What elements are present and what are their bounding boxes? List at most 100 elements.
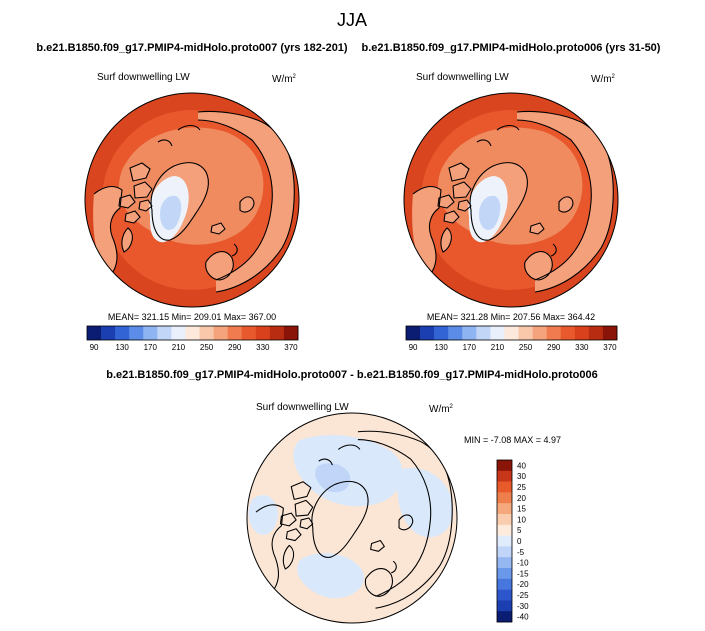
map-right-border bbox=[403, 92, 619, 308]
colorbar-tick-label: 290 bbox=[228, 343, 242, 352]
panel-right-variable: Surf downwelling LW bbox=[416, 72, 509, 83]
colorbar-tick-label: 250 bbox=[200, 343, 214, 352]
colorbar-tick-label: 90 bbox=[90, 343, 99, 352]
colorbar-diff-label: 15 bbox=[517, 505, 526, 514]
panel-right-units: W/m2 bbox=[591, 74, 616, 85]
colorbar-diff-box bbox=[497, 492, 512, 504]
colorbar-box-90 bbox=[87, 326, 102, 340]
colorbar-diff-box bbox=[497, 481, 512, 493]
colorbar-diff-box bbox=[497, 611, 512, 623]
colorbar-diff-box bbox=[497, 557, 512, 569]
colorbar-box-210 bbox=[171, 326, 186, 340]
colorbar-diff-label: -10 bbox=[517, 559, 529, 568]
colorbar-frame bbox=[405, 325, 618, 341]
colorbar-box-270 bbox=[213, 326, 228, 340]
colorbar-diff-label: 25 bbox=[517, 483, 526, 492]
colorbar-box-190 bbox=[157, 326, 172, 340]
colorbar-box-310 bbox=[241, 326, 257, 340]
colorbar-box-90 bbox=[406, 326, 421, 340]
colorbar-diff-label: 40 bbox=[517, 461, 526, 470]
map-diff bbox=[246, 412, 458, 624]
colorbar-box-270 bbox=[532, 326, 547, 340]
colorbar-diff-label: 5 bbox=[517, 526, 522, 535]
map-diff-cool-region-core bbox=[315, 463, 351, 493]
colorbar-box-350 bbox=[269, 326, 285, 340]
colorbar-diff-label: -30 bbox=[517, 602, 529, 611]
colorbar-tick-label: 290 bbox=[547, 343, 561, 352]
colorbar-diff-label: -15 bbox=[517, 569, 529, 578]
colorbar-diff-label: -25 bbox=[517, 591, 529, 600]
colorbar-box-110 bbox=[420, 326, 435, 340]
colorbar-box-130 bbox=[115, 326, 130, 340]
colorbar-diff-box bbox=[497, 546, 512, 558]
colorbar-tick-label: 370 bbox=[284, 343, 298, 352]
map-left-ice-core bbox=[160, 195, 182, 230]
map-diff-border bbox=[246, 412, 458, 624]
colorbar-diff-box bbox=[497, 600, 512, 612]
panel-left-variable: Surf downwelling LW bbox=[97, 72, 190, 83]
colorbar-tick-label: 250 bbox=[519, 343, 533, 352]
colorbar-box-190 bbox=[476, 326, 491, 340]
panel-right-case: b.e21.B1850.f09_g17.PMIP4-midHolo.proto0… bbox=[362, 42, 661, 54]
colorbar-diff-box bbox=[497, 514, 512, 526]
colorbar-diff-box bbox=[497, 503, 512, 515]
colorbar-box-150 bbox=[129, 326, 144, 340]
colorbar-diff-label: 10 bbox=[517, 515, 526, 524]
map-right bbox=[403, 92, 619, 308]
map-diff-cool-region-east bbox=[397, 467, 454, 538]
colorbar-diff-box bbox=[497, 578, 512, 590]
colorbar-diff-box bbox=[497, 535, 512, 547]
colorbar-diff-box bbox=[497, 524, 512, 536]
colorbar-diff-label: -40 bbox=[517, 613, 529, 622]
colorbar-box-150 bbox=[448, 326, 463, 340]
map-right-ice-core bbox=[479, 195, 501, 230]
map-diff-cool-region-south bbox=[297, 553, 364, 599]
colorbar-tick-label: 210 bbox=[491, 343, 505, 352]
colorbar-box-290 bbox=[546, 326, 562, 340]
colorbar-diff-label: -5 bbox=[517, 548, 525, 557]
colorbar-left: 90 130 170 210 250 290 330 370 bbox=[86, 325, 299, 352]
colorbar-diff-box bbox=[497, 589, 512, 601]
panel-left-stats: MEAN= 321.15 Min= 209.01 Max= 367.00 bbox=[108, 312, 276, 322]
colorbar-box-310 bbox=[560, 326, 576, 340]
colorbar-box-110 bbox=[101, 326, 116, 340]
colorbar-box-170 bbox=[462, 326, 477, 340]
panel-diff-case: b.e21.B1850.f09_g17.PMIP4-midHolo.proto0… bbox=[106, 369, 598, 381]
colorbar-tick-label: 330 bbox=[256, 343, 270, 352]
colorbar-diff-box bbox=[497, 460, 512, 472]
colorbar-diff-box bbox=[497, 470, 512, 482]
map-diff-cool-region-north bbox=[293, 435, 403, 507]
colorbar-box-330 bbox=[574, 326, 590, 340]
colorbar-tick-label: 130 bbox=[115, 343, 129, 352]
panel-right-stats: MEAN= 321.28 Min= 207.56 Max= 364.42 bbox=[427, 312, 595, 322]
colorbar-box-230 bbox=[504, 326, 519, 340]
colorbar-frame bbox=[86, 325, 299, 341]
colorbar-diff-label: 30 bbox=[517, 472, 526, 481]
map-left bbox=[84, 92, 300, 308]
colorbar-diff-label: 0 bbox=[517, 537, 522, 546]
colorbar-tick-label: 330 bbox=[575, 343, 589, 352]
map-left-border bbox=[84, 92, 300, 308]
colorbar-diff-frame bbox=[496, 459, 513, 623]
figure-title: JJA bbox=[337, 10, 367, 30]
colorbar-tick-label: 370 bbox=[603, 343, 617, 352]
colorbar-tick-label: 170 bbox=[463, 343, 477, 352]
colorbar-box-130 bbox=[434, 326, 449, 340]
panel-left-units: W/m2 bbox=[272, 74, 297, 85]
colorbar-diff-box bbox=[497, 568, 512, 580]
colorbar-tick-label: 130 bbox=[434, 343, 448, 352]
colorbar-diff-label: 20 bbox=[517, 494, 526, 503]
colorbar-box-250 bbox=[518, 326, 533, 340]
colorbar-box-370 bbox=[602, 326, 618, 340]
colorbar-box-210 bbox=[490, 326, 505, 340]
colorbar-diff-label: -20 bbox=[517, 580, 529, 589]
panel-diff-stats: MIN = -7.08 MAX = 4.97 bbox=[464, 435, 561, 445]
colorbar-tick-label: 210 bbox=[172, 343, 186, 352]
panel-diff-units: W/m2 bbox=[429, 404, 454, 415]
colorbar-box-290 bbox=[227, 326, 243, 340]
colorbar-box-350 bbox=[588, 326, 604, 340]
colorbar-tick-label: 90 bbox=[409, 343, 418, 352]
colorbar-box-330 bbox=[255, 326, 271, 340]
